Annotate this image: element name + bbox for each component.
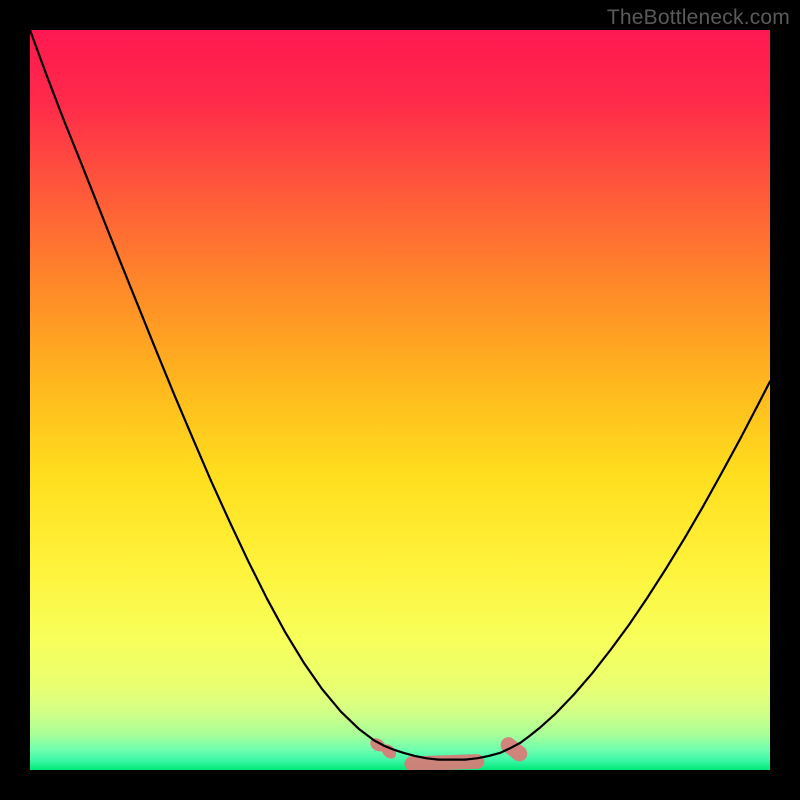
curve-layer [30, 30, 770, 770]
markers-group [368, 734, 531, 770]
bottleneck-curve [30, 30, 770, 760]
chart-frame: TheBottleneck.com [0, 0, 800, 800]
watermark-text: TheBottleneck.com [607, 6, 790, 30]
plot-area [30, 30, 770, 770]
